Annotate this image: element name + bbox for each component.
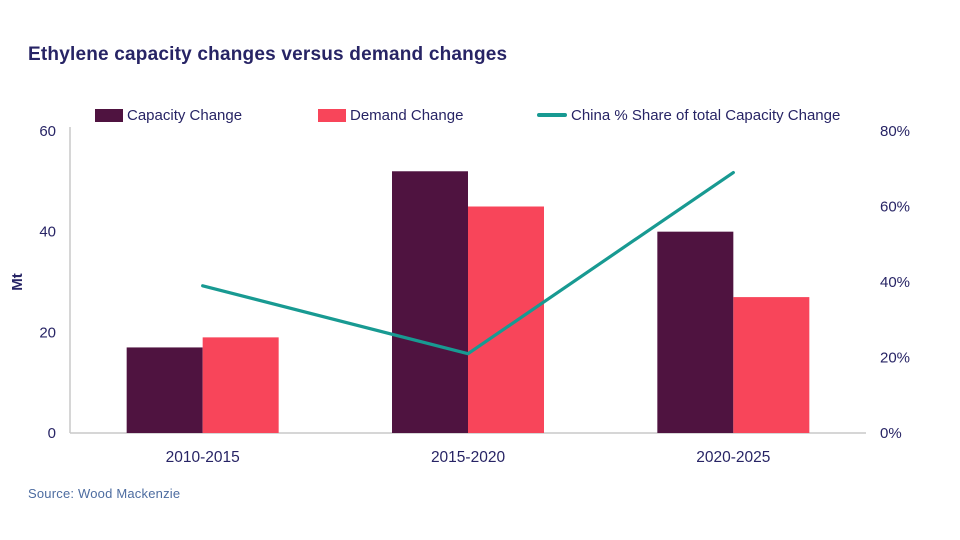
left-axis-title: Mt: [9, 273, 26, 291]
left-axis-tick-label: 40: [39, 224, 56, 241]
bar-demand-change-2010-2015: [202, 337, 279, 433]
legend-label: Demand Change: [350, 106, 464, 124]
legend-item-china-share: China % Share of total Capacity Change: [537, 103, 840, 127]
right-axis-tick-label: 80%: [880, 123, 910, 140]
legend-item-capacity-change: Capacity Change: [95, 103, 242, 127]
legend-item-demand-change: Demand Change: [318, 103, 463, 127]
legend-label: China % Share of total Capacity Change: [571, 106, 841, 124]
left-axis-tick-label: 20: [39, 324, 56, 341]
left-axis-tick-label: 60: [39, 123, 56, 140]
line-series-swatch-icon: [537, 113, 567, 117]
x-axis-category-label: 2010-2015: [166, 449, 240, 466]
right-axis-tick-label: 0%: [880, 425, 902, 442]
bar-capacity-change-2010-2015: [126, 347, 203, 433]
bar-demand-change-2020-2025: [733, 297, 810, 433]
bar-demand-change-2015-2020: [468, 206, 544, 433]
demand-change-swatch-icon: [318, 108, 346, 122]
bar-capacity-change-2020-2025: [657, 231, 734, 433]
right-axis-tick-label: 20%: [880, 350, 910, 367]
bar-capacity-change-2015-2020: [392, 171, 468, 433]
capacity-change-swatch-icon: [95, 108, 123, 122]
chart-legend: Capacity Change Demand Change China % Sh…: [0, 103, 960, 127]
source-note: Source: Wood Mackenzie: [28, 486, 181, 501]
right-axis-tick-label: 40%: [880, 274, 910, 291]
chart-title: Ethylene capacity changes versus demand …: [28, 44, 508, 65]
x-axis-category-label: 2020-2025: [696, 449, 770, 466]
left-axis-tick-label: 0: [48, 425, 56, 442]
legend-label: Capacity Change: [127, 106, 243, 124]
right-axis-tick-label: 60%: [880, 199, 910, 216]
x-axis-category-label: 2015-2020: [431, 449, 506, 466]
line-china-share-of-total-capacity-change: [201, 170, 735, 356]
